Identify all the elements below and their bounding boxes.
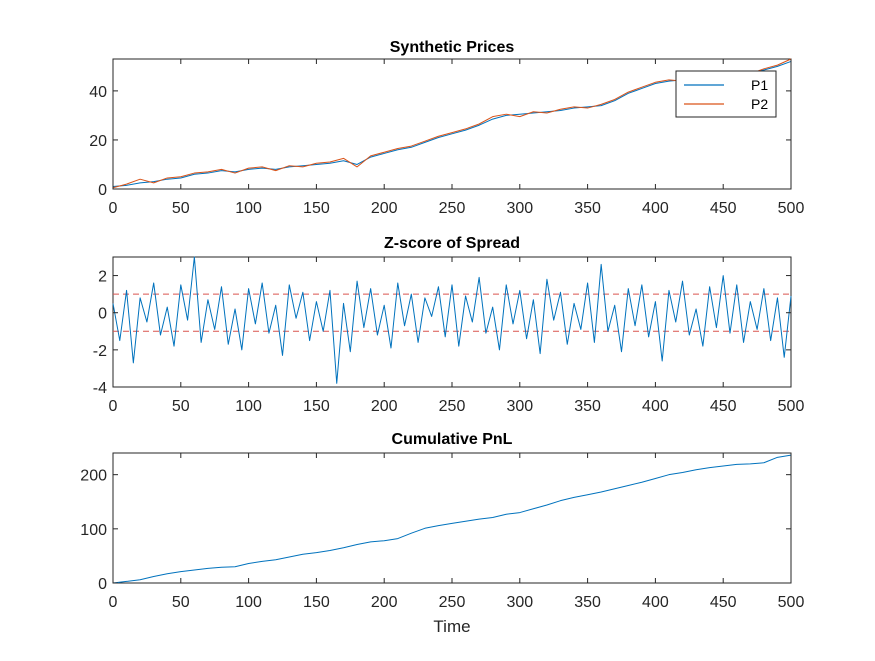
x-tick-label: 150: [303, 594, 330, 611]
legend-label-p1: P1: [751, 77, 768, 93]
series-lines: [112, 256, 792, 384]
panel-zscore: Z-score of Spread 0 50 100 150 200 250 300 350 4…: [93, 235, 805, 415]
x-tick-label: 350: [574, 200, 601, 217]
y-ticks: 0 100 200: [80, 468, 791, 593]
y-tick-label: 200: [80, 468, 107, 485]
x-tick-label: 150: [303, 200, 330, 217]
y-tick-label: 40: [89, 84, 107, 101]
y-tick-label: -2: [93, 343, 107, 360]
series-lines: [112, 454, 792, 584]
y-tick-label: 20: [89, 133, 107, 150]
x-tick-label: 200: [371, 200, 398, 217]
plot-area: [112, 256, 792, 388]
x-tick-label: 400: [642, 200, 669, 217]
y-tick-label: 0: [98, 306, 107, 323]
series-line-0: [112, 454, 792, 584]
x-tick-label: 100: [235, 200, 262, 217]
plot-area: [112, 452, 792, 584]
y-ticks: 0 20 40: [89, 84, 791, 199]
x-tick-label: 450: [710, 398, 737, 415]
y-tick-label: 100: [80, 522, 107, 539]
panel-cumulative-pnl: Cumulative PnL 0 50 100 150 200 250 300 350 400 4…: [80, 431, 804, 636]
y-tick-label: 0: [98, 182, 107, 199]
x-tick-label: 50: [172, 200, 190, 217]
threshold-lines: [113, 293, 791, 332]
x-tick-label: 100: [235, 594, 262, 611]
chart-title: Z-score of Spread: [384, 235, 520, 252]
x-tick-label: 450: [710, 200, 737, 217]
legend: P1 P2: [675, 70, 777, 118]
chart-title: Cumulative PnL: [392, 431, 513, 448]
x-tick-label: 0: [109, 200, 118, 217]
x-tick-label: 200: [371, 398, 398, 415]
x-tick-label: 300: [506, 200, 533, 217]
y-tick-label: 2: [98, 269, 107, 286]
x-tick-label: 200: [371, 594, 398, 611]
x-tick-label: 50: [172, 594, 190, 611]
x-ticks: 0 50 100 150 200 250 300 350 400 450 500: [109, 59, 805, 217]
x-ticks: 0 50 100 150 200 250 300 350 400 450 500: [109, 453, 805, 611]
legend-label-p2: P2: [751, 96, 768, 112]
x-tick-label: 250: [439, 398, 466, 415]
x-ticks: 0 50 100 150 200 250 300 350 400 450 500: [109, 257, 805, 415]
x-tick-label: 400: [642, 398, 669, 415]
series-line-0: [112, 256, 792, 384]
x-tick-label: 100: [235, 398, 262, 415]
x-tick-label: 450: [710, 594, 737, 611]
x-axis-label: Time: [433, 617, 470, 636]
panel-synthetic-prices: Synthetic Prices 0 50 100 150 200 250 300 350 40…: [89, 39, 804, 217]
x-tick-label: 50: [172, 398, 190, 415]
x-tick-label: 300: [506, 398, 533, 415]
x-tick-label: 250: [439, 594, 466, 611]
x-tick-label: 0: [109, 398, 118, 415]
x-tick-label: 0: [109, 594, 118, 611]
x-tick-label: 400: [642, 594, 669, 611]
x-tick-label: 350: [574, 594, 601, 611]
x-tick-label: 500: [778, 200, 805, 217]
y-tick-label: -4: [93, 380, 107, 397]
x-tick-label: 300: [506, 594, 533, 611]
y-tick-label: 0: [98, 576, 107, 593]
y-ticks: -4 -2 0 2: [93, 269, 791, 397]
x-tick-label: 500: [778, 594, 805, 611]
x-tick-label: 250: [439, 200, 466, 217]
x-tick-label: 350: [574, 398, 601, 415]
legend-box: [675, 70, 777, 118]
chart-title: Synthetic Prices: [390, 39, 515, 56]
x-tick-label: 500: [778, 398, 805, 415]
x-tick-label: 150: [303, 398, 330, 415]
